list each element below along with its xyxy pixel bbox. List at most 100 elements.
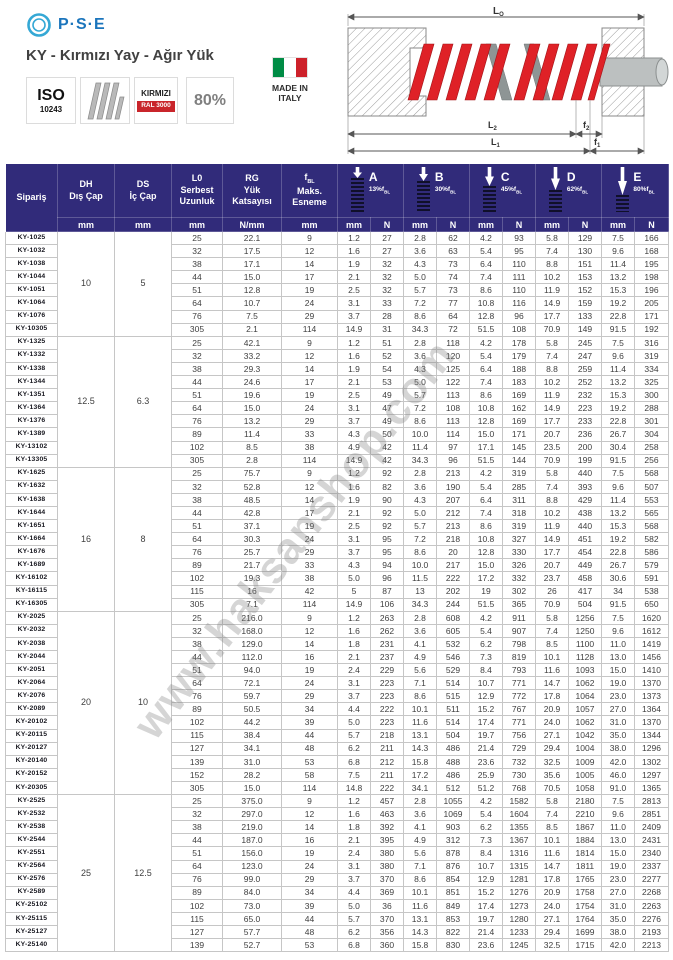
compressed-spring-icon xyxy=(549,190,563,213)
value-cell: 91.5 xyxy=(601,322,635,337)
value-cell: 12.9 xyxy=(469,689,503,704)
value-cell: 5.4 xyxy=(469,807,503,822)
value-cell: 72 xyxy=(436,322,470,337)
value-cell: 5.7 xyxy=(403,388,437,403)
value-cell: 579 xyxy=(634,558,669,573)
value-cell: 5.0 xyxy=(403,505,437,521)
order-code-cell: KY-1325 xyxy=(5,335,58,350)
value-cell: 213 xyxy=(436,519,470,534)
value-cell: 187.0 xyxy=(222,833,282,848)
value-cell: 6.2 xyxy=(469,820,503,835)
value-cell: 19.2 xyxy=(601,296,635,311)
value-cell: 30.3 xyxy=(222,532,282,547)
table-row: KY-25127 127 57.7 48 6.2 356 14.3 822 21.4 1233 29… xyxy=(5,924,669,940)
value-cell: 1004 xyxy=(568,741,602,756)
table-row: KY-16102 102 19.3 38 5.0 96 11.5 222 17.2 332 23.7… xyxy=(5,571,669,586)
value-cell: 89 xyxy=(171,885,223,900)
value-cell: 11.4 xyxy=(601,257,635,272)
value-cell: 38 xyxy=(171,257,223,272)
value-cell: 365 xyxy=(502,597,536,612)
value-cell: 4.3 xyxy=(337,427,371,442)
value-cell: 5.8 xyxy=(535,335,569,350)
value-cell: 1604 xyxy=(502,807,536,822)
value-cell: 263 xyxy=(370,610,404,625)
value-cell: 48 xyxy=(281,741,338,756)
order-code-cell: KY-20115 xyxy=(5,728,58,743)
value-cell: 375.0 xyxy=(222,794,282,809)
value-cell: 2.8 xyxy=(403,466,437,481)
load-percent-badge: 80% xyxy=(186,77,234,124)
table-row: KY-16305 305 7.1 114 14.9 106 34.3 244 51.5 365 70… xyxy=(5,597,669,612)
value-cell: 48 xyxy=(281,924,338,940)
col-header-l0: L0 Serbest Uzunluk xyxy=(171,163,223,218)
value-cell: 3.7 xyxy=(337,309,371,324)
value-cell: 19 xyxy=(281,283,338,298)
value-cell: 11.5 xyxy=(403,571,437,586)
value-cell: 95 xyxy=(502,244,536,259)
value-cell: 10.1 xyxy=(535,833,569,848)
value-cell: 31.0 xyxy=(601,715,635,730)
col-header-rg: RG Yük Katsayısı xyxy=(222,163,282,218)
value-cell: 9.6 xyxy=(601,479,635,494)
order-code-cell: KY-1338 xyxy=(5,361,58,377)
value-cell: 732 xyxy=(502,754,536,769)
value-cell: 145 xyxy=(502,440,536,455)
value-cell: 311 xyxy=(502,492,536,507)
value-cell: 89 xyxy=(171,558,223,573)
value-cell: 297.0 xyxy=(222,807,282,822)
value-cell: 9.6 xyxy=(601,244,635,259)
value-cell: 139 xyxy=(171,754,223,769)
value-cell: 95 xyxy=(370,532,404,547)
value-cell: 2.1 xyxy=(337,833,371,848)
value-cell: 64 xyxy=(171,532,223,547)
value-cell: 32 xyxy=(171,244,223,259)
value-cell: 12.8 xyxy=(469,309,503,324)
value-cell: 29.4 xyxy=(535,741,569,756)
value-cell: 57.7 xyxy=(222,924,282,940)
col-header-dh: DH Dış Çap xyxy=(57,163,115,218)
order-code-cell: KY-2076 xyxy=(5,689,58,704)
value-cell: 256 xyxy=(634,453,669,468)
value-cell: 76 xyxy=(171,309,223,324)
value-cell: 13.2 xyxy=(601,505,635,521)
value-cell: 19.3 xyxy=(222,571,282,586)
value-cell: 32 xyxy=(171,348,223,363)
table-row: KY-1325 12.5 6.3 25 42.1 9 1.2 51 2.8 118 4.2 178 5.… xyxy=(5,335,669,468)
value-cell: 463 xyxy=(370,807,404,822)
value-cell: 12.8 xyxy=(469,414,503,429)
order-code-cell: KY-2044 xyxy=(5,649,58,665)
value-cell: 10.7 xyxy=(469,676,503,691)
value-cell: 2.4 xyxy=(337,846,371,861)
value-cell: 8.6 xyxy=(469,519,503,534)
value-cell: 15.0 xyxy=(222,270,282,285)
value-cell: 1128 xyxy=(568,649,602,665)
value-cell: 51 xyxy=(370,335,404,350)
value-cell: 73 xyxy=(436,283,470,298)
value-cell: 70.9 xyxy=(535,453,569,468)
order-code-cell: KY-16305 xyxy=(5,597,58,612)
value-cell: 34 xyxy=(281,885,338,900)
value-cell: 64 xyxy=(171,296,223,311)
table-row: KY-13305 305 2.8 114 14.9 42 34.3 96 51.5 144 70.9… xyxy=(5,453,669,468)
value-cell: 44 xyxy=(171,833,223,848)
value-cell: 171 xyxy=(502,427,536,442)
value-cell: 8.4 xyxy=(469,663,503,678)
value-cell: 1715 xyxy=(568,938,602,953)
value-cell: 7.2 xyxy=(403,296,437,311)
value-cell: 1005 xyxy=(568,767,602,782)
value-cell: 29 xyxy=(281,414,338,429)
iso-number: 10243 xyxy=(39,104,63,114)
table-row: KY-1664 64 30.3 24 3.1 95 7.2 218 10.8 327 14.9 451… xyxy=(5,532,669,547)
value-cell: 32 xyxy=(370,270,404,285)
made-in-text: MADE IN ITALY xyxy=(272,83,308,104)
value-cell: 28.2 xyxy=(222,767,282,782)
value-cell: 7.4 xyxy=(535,348,569,363)
value-cell: 15.0 xyxy=(469,558,503,573)
value-cell: 25 xyxy=(171,610,223,625)
value-cell: 2.8 xyxy=(403,794,437,809)
value-cell: 149 xyxy=(568,322,602,337)
value-cell: 199 xyxy=(568,453,602,468)
order-code-cell: KY-1389 xyxy=(5,427,58,442)
value-cell: 51.5 xyxy=(469,453,503,468)
